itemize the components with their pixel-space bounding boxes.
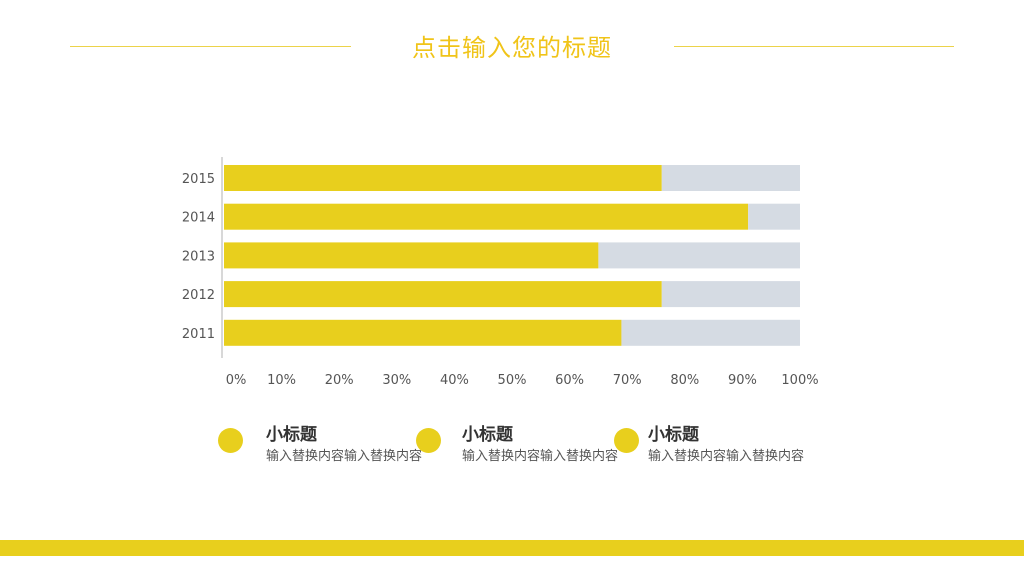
bar-2013-remainder — [598, 242, 800, 269]
stacked-bar-chart: 2015 2014 2013 2012 2011 0% 10% 20% 30% 40% 50% 60%… — [182, 157, 819, 388]
y-tick-label: 2011 — [182, 327, 215, 342]
y-tick-label: 2012 — [182, 288, 215, 303]
x-tick-label: 10% — [267, 373, 296, 388]
legend-text[interactable]: 输入替换内容输入替换内容 — [462, 449, 619, 464]
x-tick-label: 100% — [781, 373, 818, 388]
bar-2015-value — [224, 165, 662, 191]
bar-2013-value — [224, 242, 599, 269]
x-tick-label: 50% — [498, 373, 527, 388]
legend-title[interactable]: 小标题 — [266, 425, 317, 445]
legend-dot-icon — [614, 428, 639, 453]
bar-2012-value — [224, 281, 662, 308]
y-tick-label: 2013 — [182, 249, 215, 264]
legend-text[interactable]: 输入替换内容输入替换内容 — [648, 449, 805, 464]
x-tick-label: 30% — [382, 373, 411, 388]
y-tick-label: 2015 — [182, 172, 215, 187]
x-tick-label: 90% — [728, 373, 757, 388]
x-tick-label: 70% — [613, 373, 642, 388]
title-divider-left — [70, 46, 351, 47]
legend-title[interactable]: 小标题 — [648, 425, 699, 445]
legend-dot-icon — [416, 428, 441, 453]
bar-2011-value — [224, 319, 622, 346]
y-tick-label: 2014 — [182, 211, 215, 226]
legend-title[interactable]: 小标题 — [462, 425, 513, 445]
bar-2014-value — [224, 203, 749, 230]
bar-2015-remainder — [661, 165, 800, 191]
page-title[interactable]: 点击输入您的标题 — [412, 34, 612, 62]
x-tick-label: 40% — [440, 373, 469, 388]
legend-dot-icon — [218, 428, 243, 453]
x-tick-label: 0% — [226, 373, 247, 388]
title-divider-right — [674, 46, 954, 47]
x-tick-label: 60% — [555, 373, 584, 388]
footer-accent-bar — [0, 540, 1024, 556]
bar-2011-remainder — [621, 319, 800, 346]
bar-2014-remainder — [748, 203, 800, 230]
x-tick-label: 80% — [670, 373, 699, 388]
bar-2012-remainder — [661, 281, 800, 308]
legend-text[interactable]: 输入替换内容输入替换内容 — [266, 449, 423, 464]
x-tick-label: 20% — [325, 373, 354, 388]
